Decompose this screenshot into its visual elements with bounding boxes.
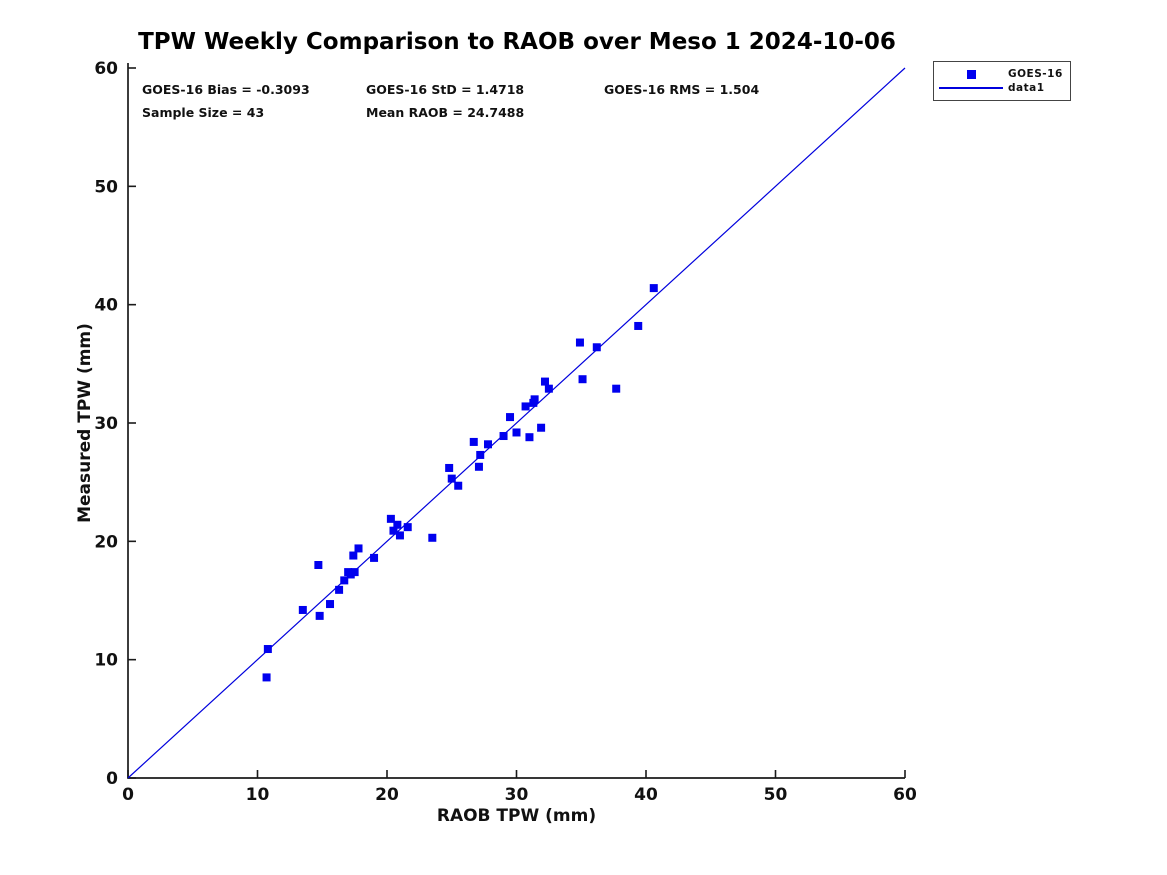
y-tick-label: 40: [94, 296, 118, 316]
legend-square-marker-icon: [966, 69, 976, 79]
x-tick-label: 30: [505, 785, 529, 805]
stat-rms: GOES-16 RMS = 1.504: [604, 82, 760, 97]
x-tick-label: 10: [246, 785, 270, 805]
data-point: [592, 343, 601, 352]
legend: GOES-16 data1: [933, 61, 1071, 101]
x-tick-label: 50: [764, 785, 788, 805]
data-point: [484, 440, 493, 449]
data-point: [386, 514, 395, 523]
data-point: [447, 474, 456, 483]
data-point: [612, 384, 621, 393]
data-point: [540, 377, 549, 386]
data-point: [335, 585, 344, 594]
data-point: [454, 481, 463, 490]
data-point: [350, 568, 359, 577]
data-point: [544, 384, 553, 393]
y-tick-label: 60: [94, 59, 118, 79]
data-point: [506, 413, 515, 422]
data-point: [389, 526, 398, 535]
data-point: [578, 375, 587, 384]
legend-label-goes16: GOES-16: [1008, 68, 1063, 80]
data-point: [349, 551, 358, 560]
y-tick-label: 0: [106, 769, 118, 789]
data-point: [530, 395, 539, 404]
data-point: [393, 520, 402, 529]
data-point: [634, 321, 643, 330]
legend-entry-goes16: GOES-16: [934, 67, 1070, 81]
data-point: [314, 561, 323, 569]
legend-label-data1: data1: [1008, 82, 1045, 94]
stat-mean-raob: Mean RAOB = 24.7488: [366, 105, 525, 120]
data-point: [525, 433, 534, 442]
chart-title: TPW Weekly Comparison to RAOB over Meso …: [138, 29, 896, 55]
data-point: [370, 553, 379, 562]
data-point: [428, 533, 437, 542]
x-tick-label: 60: [893, 785, 917, 805]
data-point: [537, 423, 546, 432]
y-tick-label: 50: [94, 177, 118, 197]
data-point: [575, 338, 584, 347]
data-point: [315, 611, 324, 620]
x-tick-label: 40: [634, 785, 658, 805]
stat-sample-size: Sample Size = 43: [142, 105, 265, 120]
data-point: [521, 402, 530, 411]
y-tick-label: 20: [94, 532, 118, 552]
data-point: [395, 531, 404, 540]
data-point: [649, 284, 658, 293]
data-point: [474, 462, 483, 471]
y-axis-label: Measured TPW (mm): [75, 323, 95, 523]
data-point: [445, 463, 454, 472]
reference-line-data1: [127, 67, 906, 779]
data-point: [340, 576, 349, 585]
stat-bias: GOES-16 Bias = -0.3093: [142, 82, 310, 97]
legend-entry-data1: data1: [934, 81, 1070, 95]
legend-line-sample-icon: [939, 87, 1003, 89]
x-axis-label: RAOB TPW (mm): [437, 806, 596, 826]
data-point: [512, 428, 521, 437]
y-tick-label: 10: [94, 651, 118, 671]
data-point: [499, 432, 508, 441]
stat-std: GOES-16 StD = 1.4718: [366, 82, 525, 97]
data-point: [469, 437, 478, 446]
x-tick-label: 0: [122, 785, 134, 805]
data-point: [403, 523, 412, 532]
data-point: [263, 645, 272, 654]
y-tick-label: 30: [94, 414, 118, 434]
data-point: [476, 450, 485, 459]
x-tick-label: 20: [375, 785, 399, 805]
data-point: [262, 673, 271, 682]
data-point: [298, 605, 307, 614]
data-point: [354, 544, 363, 553]
data-point: [326, 600, 335, 609]
